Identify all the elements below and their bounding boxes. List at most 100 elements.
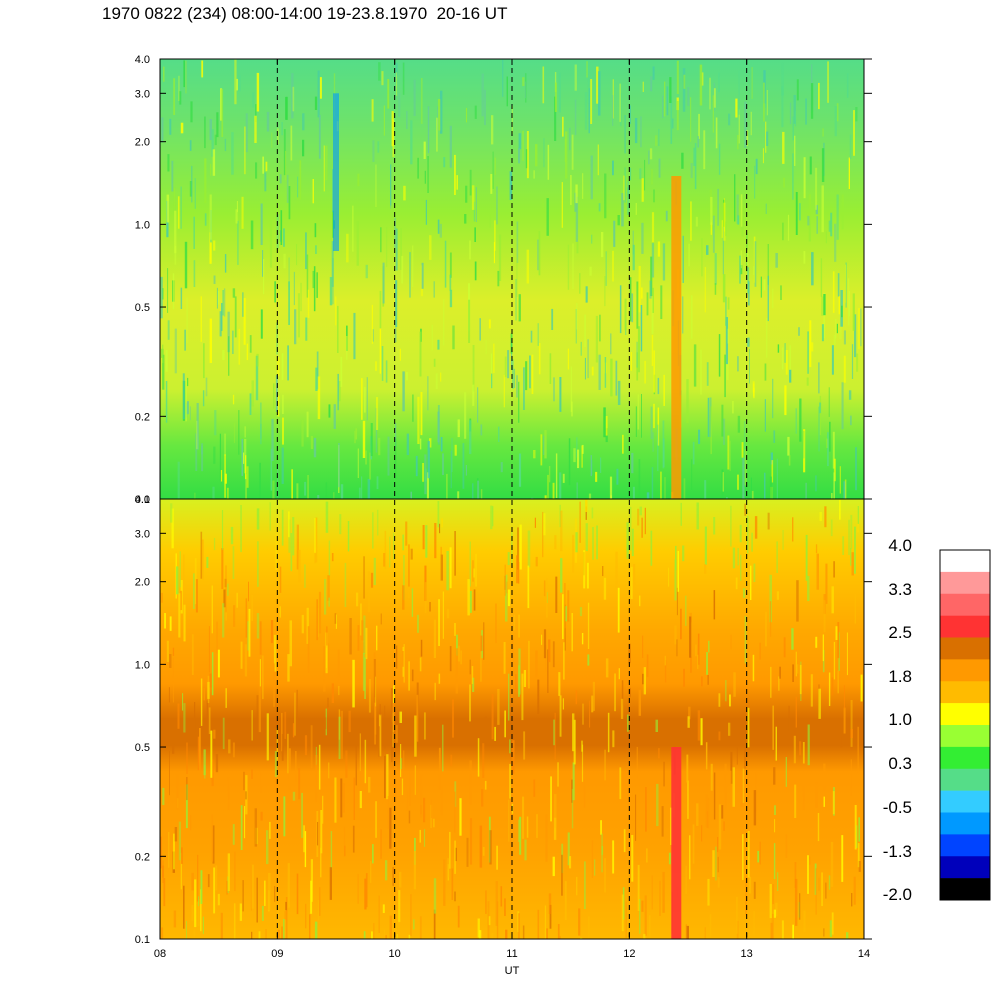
texture-streak xyxy=(674,625,677,645)
texture-streak xyxy=(406,791,409,811)
texture-streak xyxy=(316,351,319,390)
texture-streak xyxy=(729,440,731,471)
texture-streak xyxy=(332,169,334,213)
texture-streak xyxy=(823,600,826,633)
texture-streak xyxy=(378,714,382,757)
texture-streak xyxy=(612,160,614,176)
texture-streak xyxy=(744,503,746,516)
texture-streak xyxy=(755,158,758,175)
texture-streak xyxy=(425,199,427,225)
texture-streak xyxy=(331,241,334,287)
texture-streak xyxy=(266,830,269,865)
texture-streak xyxy=(686,925,689,939)
texture-streak xyxy=(742,457,745,499)
texture-streak xyxy=(389,536,391,568)
texture-streak xyxy=(689,835,691,880)
texture-streak xyxy=(701,238,703,277)
texture-streak xyxy=(624,298,627,331)
texture-streak xyxy=(612,840,615,874)
texture-streak xyxy=(465,107,468,123)
texture-streak xyxy=(257,541,259,587)
texture-streak xyxy=(854,314,857,358)
texture-streak xyxy=(368,679,371,713)
texture-streak xyxy=(354,430,356,444)
texture-streak xyxy=(821,185,824,233)
texture-streak xyxy=(160,592,163,603)
texture-streak xyxy=(802,742,805,764)
texture-streak xyxy=(392,119,395,158)
texture-streak xyxy=(277,904,280,939)
texture-streak xyxy=(627,714,629,732)
texture-streak xyxy=(221,303,223,331)
texture-streak xyxy=(413,850,416,890)
texture-streak xyxy=(823,293,825,339)
texture-streak xyxy=(488,916,491,926)
texture-streak xyxy=(854,593,856,624)
texture-streak xyxy=(309,914,311,939)
texture-streak xyxy=(565,131,568,179)
texture-streak xyxy=(383,105,385,136)
texture-streak xyxy=(715,846,717,881)
texture-streak xyxy=(440,90,443,134)
texture-streak xyxy=(525,73,527,103)
texture-streak xyxy=(714,283,717,295)
texture-streak xyxy=(196,403,199,450)
texture-streak xyxy=(638,266,641,313)
texture-streak xyxy=(697,710,701,741)
texture-streak xyxy=(848,519,850,556)
texture-streak xyxy=(442,591,444,639)
texture-streak xyxy=(658,158,661,178)
texture-streak xyxy=(282,394,284,414)
texture-streak xyxy=(325,501,329,533)
texture-streak xyxy=(554,712,556,760)
texture-streak xyxy=(216,112,219,138)
texture-streak xyxy=(183,703,186,733)
texture-streak xyxy=(781,347,784,370)
colorbar-swatch xyxy=(940,703,990,726)
texture-streak xyxy=(172,647,175,656)
texture-streak xyxy=(840,736,843,748)
texture-streak xyxy=(500,462,503,473)
texture-streak xyxy=(576,437,578,458)
texture-streak xyxy=(370,572,374,588)
texture-streak xyxy=(554,535,557,550)
texture-streak xyxy=(663,374,665,406)
texture-streak xyxy=(211,814,214,862)
texture-streak xyxy=(750,565,752,600)
texture-streak xyxy=(406,111,408,129)
texture-streak xyxy=(511,339,513,370)
texture-streak xyxy=(296,244,298,266)
texture-streak xyxy=(359,791,362,809)
texture-streak xyxy=(473,568,475,578)
texture-streak xyxy=(582,173,584,199)
texture-streak xyxy=(376,476,379,490)
texture-streak xyxy=(710,406,712,455)
texture-streak xyxy=(803,251,806,264)
texture-streak xyxy=(429,235,432,260)
texture-streak xyxy=(799,203,801,221)
texture-streak xyxy=(304,831,307,868)
lower-spectrogram-panel xyxy=(160,499,864,939)
texture-streak xyxy=(245,113,248,153)
texture-streak xyxy=(429,602,431,612)
texture-streak xyxy=(650,530,653,566)
texture-streak xyxy=(406,433,409,456)
texture-streak xyxy=(378,895,380,933)
texture-streak xyxy=(443,299,445,346)
y-tick-label: 1.0 xyxy=(135,219,150,231)
texture-streak xyxy=(202,390,205,407)
texture-streak xyxy=(363,931,366,939)
texture-streak xyxy=(763,82,765,122)
texture-streak xyxy=(277,465,279,498)
texture-streak xyxy=(489,830,492,865)
texture-streak xyxy=(291,73,294,119)
texture-streak xyxy=(217,291,220,305)
texture-streak xyxy=(403,555,405,601)
texture-streak xyxy=(517,527,519,570)
texture-streak xyxy=(248,581,249,602)
texture-streak xyxy=(550,776,552,822)
texture-streak xyxy=(446,608,450,619)
texture-streak xyxy=(417,614,419,633)
texture-streak xyxy=(810,674,813,707)
texture-streak xyxy=(564,881,567,921)
